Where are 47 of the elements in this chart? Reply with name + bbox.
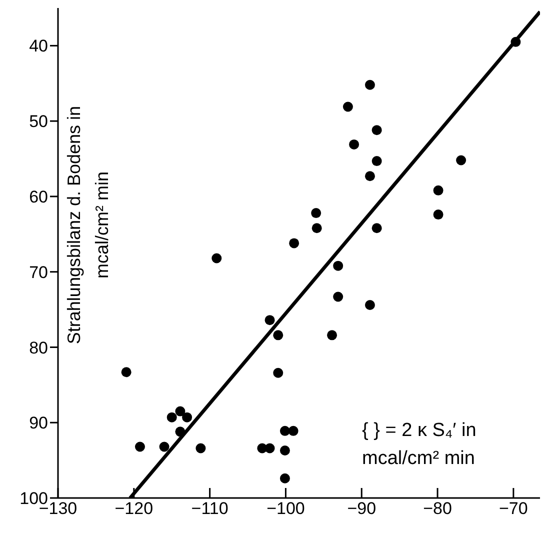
point (364, 80, 375, 90)
y-tick-label: 40 (29, 36, 48, 56)
point (364, 171, 375, 182)
y-tick-label: 90 (29, 414, 48, 433)
y-tick-label: 70 (29, 262, 48, 282)
point (264, 443, 275, 454)
y-tick-label: 50 (29, 112, 48, 132)
point (280, 473, 290, 484)
y-axis-title: Strahlungsbilanz d. Bodens in mcal/cm² min (63, 104, 113, 346)
x-tick-label: −90 (347, 499, 376, 518)
point (333, 292, 344, 302)
point (433, 210, 444, 220)
point (280, 426, 290, 436)
point (289, 238, 300, 248)
point (333, 260, 344, 271)
annotation: { } = 2 κ S₄′ in mcal/cm² min (362, 419, 478, 471)
point (288, 426, 298, 436)
point (349, 139, 360, 150)
point (212, 253, 222, 264)
point (166, 412, 177, 422)
x-tick-label: −100 (266, 499, 305, 518)
point (372, 156, 382, 166)
point (273, 368, 284, 378)
x-tick-label: −120 (114, 499, 154, 518)
point (327, 330, 338, 340)
point (364, 300, 375, 310)
point (264, 315, 275, 326)
point (312, 223, 322, 234)
point (273, 330, 284, 340)
point (175, 406, 186, 416)
point (280, 446, 290, 456)
point (456, 155, 466, 166)
point (342, 102, 353, 112)
x-tick-label: −70 (499, 499, 528, 518)
point (433, 185, 444, 196)
point (196, 443, 206, 454)
x-tick-label: −110 (191, 499, 228, 518)
point (159, 442, 170, 452)
y-tick-label: 60 (29, 187, 48, 206)
point (121, 367, 132, 378)
point (182, 412, 192, 422)
y-tick-label: 80 (29, 338, 48, 358)
x-tick-label: −80 (423, 499, 452, 518)
point (372, 125, 382, 136)
point (372, 223, 382, 234)
point (134, 442, 145, 452)
point (311, 208, 322, 218)
